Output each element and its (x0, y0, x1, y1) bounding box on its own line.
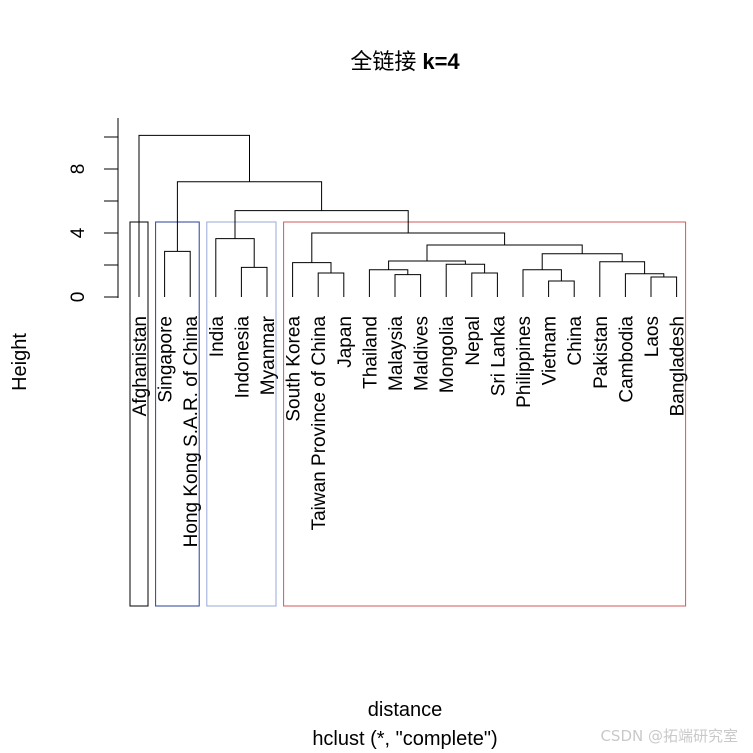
chart-title: 全链接 k=4 (350, 49, 460, 75)
dendrogram-link (317, 272, 345, 297)
y-axis-label: Height (9, 333, 31, 391)
leaf-label: Laos (642, 316, 663, 357)
leaf-label: Thailand (360, 316, 381, 389)
dendrogram-link (292, 262, 332, 297)
leaf-labels: Afghanistan Singapore Hong Kong S.A.R. of … (130, 315, 689, 547)
leaf-label: China (565, 316, 586, 366)
dendrogram-links (138, 134, 678, 297)
y-tick-label: 8 (68, 164, 89, 175)
cluster-rect (206, 221, 277, 607)
leaf-label: Bangladesh (668, 316, 689, 416)
leaf-label: Philippines (514, 316, 535, 408)
watermark: CSDN @拓端研究室 (600, 727, 738, 745)
leaf-label: Cambodia (616, 316, 637, 403)
chart-title-cjk: 全链接 (350, 50, 416, 75)
leaf-label: South Korea (284, 316, 305, 422)
dendrogram-link (522, 269, 562, 297)
x-axis-label: distance (368, 699, 443, 721)
leaf-label: Hong Kong S.A.R. of China (181, 316, 202, 548)
dendrogram-link (388, 260, 466, 270)
dendrogram-link (471, 272, 498, 297)
dendrogram-link (445, 263, 486, 297)
dendrogram-link (599, 261, 646, 297)
leaf-label: Indonesia (232, 316, 253, 399)
leaf-label: Nepal (463, 316, 484, 366)
leaf-label: Mongolia (437, 316, 458, 394)
dendrogram-link (234, 210, 409, 239)
cluster-rectangles (129, 221, 687, 607)
dendrogram-link (426, 244, 583, 261)
dendrogram-link (650, 276, 678, 297)
y-tick-label: 0 (68, 292, 89, 303)
dendrogram-link (311, 232, 506, 263)
method-sublabel: hclust (*, "complete") (312, 728, 497, 750)
leaf-label: Sri Lanka (488, 316, 509, 397)
cluster-rect (283, 221, 687, 607)
leaf-label: Vietnam (540, 316, 561, 385)
leaf-label: Singapore (156, 316, 177, 403)
dendrogram-link (548, 280, 575, 297)
leaf-label: Japan (335, 316, 356, 368)
leaf-label: Maldives (412, 316, 433, 391)
leaf-label: India (207, 316, 228, 358)
leaf-label: Taiwan Province of China (309, 316, 330, 531)
chart-title-rest: k=4 (422, 49, 460, 74)
leaf-label: Afghanistan (130, 316, 151, 416)
y-tick-label: 4 (68, 227, 89, 238)
dendrogram-link (394, 274, 422, 297)
y-axis-ticks: 0 4 8 (68, 136, 118, 303)
leaf-label: Myanmar (258, 315, 279, 395)
dendrogram-link (138, 134, 250, 297)
dendrogram-link (240, 266, 268, 297)
leaf-label: Malaysia (386, 316, 407, 391)
dendrogram-link (164, 250, 191, 297)
leaf-label: Pakistan (591, 316, 612, 389)
dendrogram-link (368, 269, 409, 297)
